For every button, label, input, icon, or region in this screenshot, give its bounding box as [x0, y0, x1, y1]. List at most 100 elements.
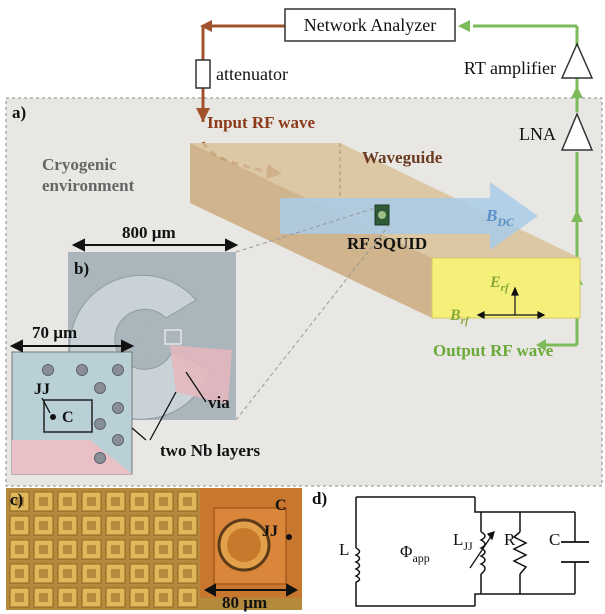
array-cell-hole: [183, 569, 192, 578]
scale-bar-80: [203, 583, 299, 597]
array-cell-hole: [159, 497, 168, 506]
array-cell-hole: [87, 593, 96, 602]
waveguide-end-face: [431, 257, 581, 319]
jj-pointer: [41, 397, 51, 414]
waveguide-label: Waveguide: [362, 148, 443, 167]
e-rf-label: Erf: [489, 274, 510, 294]
array-cell-hole: [111, 545, 120, 554]
panel-c-c-label: C: [275, 497, 287, 514]
array-cell-hole: [183, 593, 192, 602]
rf-field-axes: [476, 286, 546, 319]
squid-array-grid: [9, 491, 198, 608]
panel-c-jj-label: JJ: [262, 523, 278, 540]
array-cell-hole: [87, 569, 96, 578]
output-arrowhead-1: [571, 86, 583, 98]
array-cell-hole: [111, 521, 120, 530]
inset-jj-label: JJ: [34, 381, 50, 398]
array-cell-hole: [39, 545, 48, 554]
array-cell-hole: [111, 497, 120, 506]
panel-b-label: b): [74, 259, 89, 278]
array-cell-hole: [87, 521, 96, 530]
lna-symbol: [560, 112, 594, 151]
array-cell-hole: [39, 521, 48, 530]
array-cell-hole: [63, 569, 72, 578]
circuit-c-label: C: [549, 530, 560, 549]
panel-d-label: d): [312, 489, 327, 508]
input-arrowhead-top: [200, 20, 212, 32]
array-cell-hole: [183, 545, 192, 554]
array-cell-hole: [15, 545, 24, 554]
b-dc-arrow: [280, 182, 538, 250]
array-cell-hole: [135, 521, 144, 530]
circuit-l-label: L: [339, 540, 349, 559]
inset-c-box: [43, 399, 93, 433]
environment-label: environment: [42, 176, 135, 195]
circuit-wires: [355, 496, 576, 607]
array-cell-hole: [135, 545, 144, 554]
array-cell-hole: [63, 545, 72, 554]
array-cell-hole: [39, 497, 48, 506]
panel-c-loop-hole: [227, 528, 261, 562]
rt-amplifier-label: RT amplifier: [464, 58, 556, 78]
array-cell-hole: [135, 569, 144, 578]
b-dc-label: BDC: [485, 206, 515, 229]
output-arrowhead-2: [571, 210, 583, 222]
rf-squid-label: RF SQUID: [347, 234, 427, 253]
via-pointer: [185, 371, 207, 403]
array-cell-hole: [39, 569, 48, 578]
via-label: via: [208, 393, 230, 412]
input-rf-wave-label: Input RF wave: [207, 113, 315, 132]
b-rf-label: Brf: [449, 307, 470, 327]
panel-b-zoom-box: [164, 329, 182, 345]
network-analyzer-label: Network Analyzer: [304, 15, 436, 35]
panel-c-label: c): [10, 490, 23, 509]
array-cell-hole: [159, 521, 168, 530]
array-cell-hole: [63, 497, 72, 506]
rt-amplifier-symbol: [560, 42, 594, 79]
inset-vias: [42, 364, 124, 464]
array-cell-hole: [39, 593, 48, 602]
variable-arrow: [469, 530, 495, 569]
array-cell-hole: [87, 497, 96, 506]
panel-a-label: a): [12, 103, 26, 122]
array-cell-hole: [15, 569, 24, 578]
inductor-ljj: [479, 531, 486, 575]
cryogenic-label: Cryogenic: [42, 155, 117, 174]
array-cell-hole: [87, 545, 96, 554]
attenuator-label: attenuator: [216, 64, 288, 84]
squid-pink-region: [170, 345, 232, 404]
array-cell-hole: [15, 497, 24, 506]
nb-pointer-2: [149, 391, 177, 441]
array-cell-hole: [159, 545, 168, 554]
array-cell-hole: [63, 521, 72, 530]
array-cell-hole: [183, 521, 192, 530]
output-arrowhead-top: [458, 20, 470, 32]
array-cell-hole: [183, 497, 192, 506]
array-cell-hole: [15, 521, 24, 530]
array-cell-hole: [15, 593, 24, 602]
squid-hole: [137, 327, 165, 355]
array-cell-hole: [135, 497, 144, 506]
circuit-r-label: R: [504, 530, 516, 549]
resistor-r: [512, 531, 528, 575]
array-cell-hole: [111, 593, 120, 602]
attenuator-symbol: [195, 59, 211, 89]
network-analyzer-box: [284, 8, 456, 42]
output-rf-wave-label: Output RF wave: [433, 341, 554, 360]
circuit-phi-label: Φapp: [400, 542, 430, 565]
nb-pointer-1: [131, 427, 147, 441]
array-cell-hole: [135, 593, 144, 602]
jj-dot: [50, 414, 56, 420]
scale-bar-70: [9, 339, 135, 353]
lna-label: LNA: [519, 124, 556, 144]
two-nb-layers-label: two Nb layers: [160, 441, 260, 460]
array-cell-hole: [63, 593, 72, 602]
array-cell-hole: [159, 593, 168, 602]
inductor-l: [354, 547, 361, 583]
inset-c-label: C: [62, 409, 74, 426]
scale-70-label: 70 µm: [32, 323, 77, 342]
input-arrowhead-down: [196, 108, 210, 122]
array-cell-hole: [111, 569, 120, 578]
scale-80-label: 80 µm: [222, 593, 267, 612]
